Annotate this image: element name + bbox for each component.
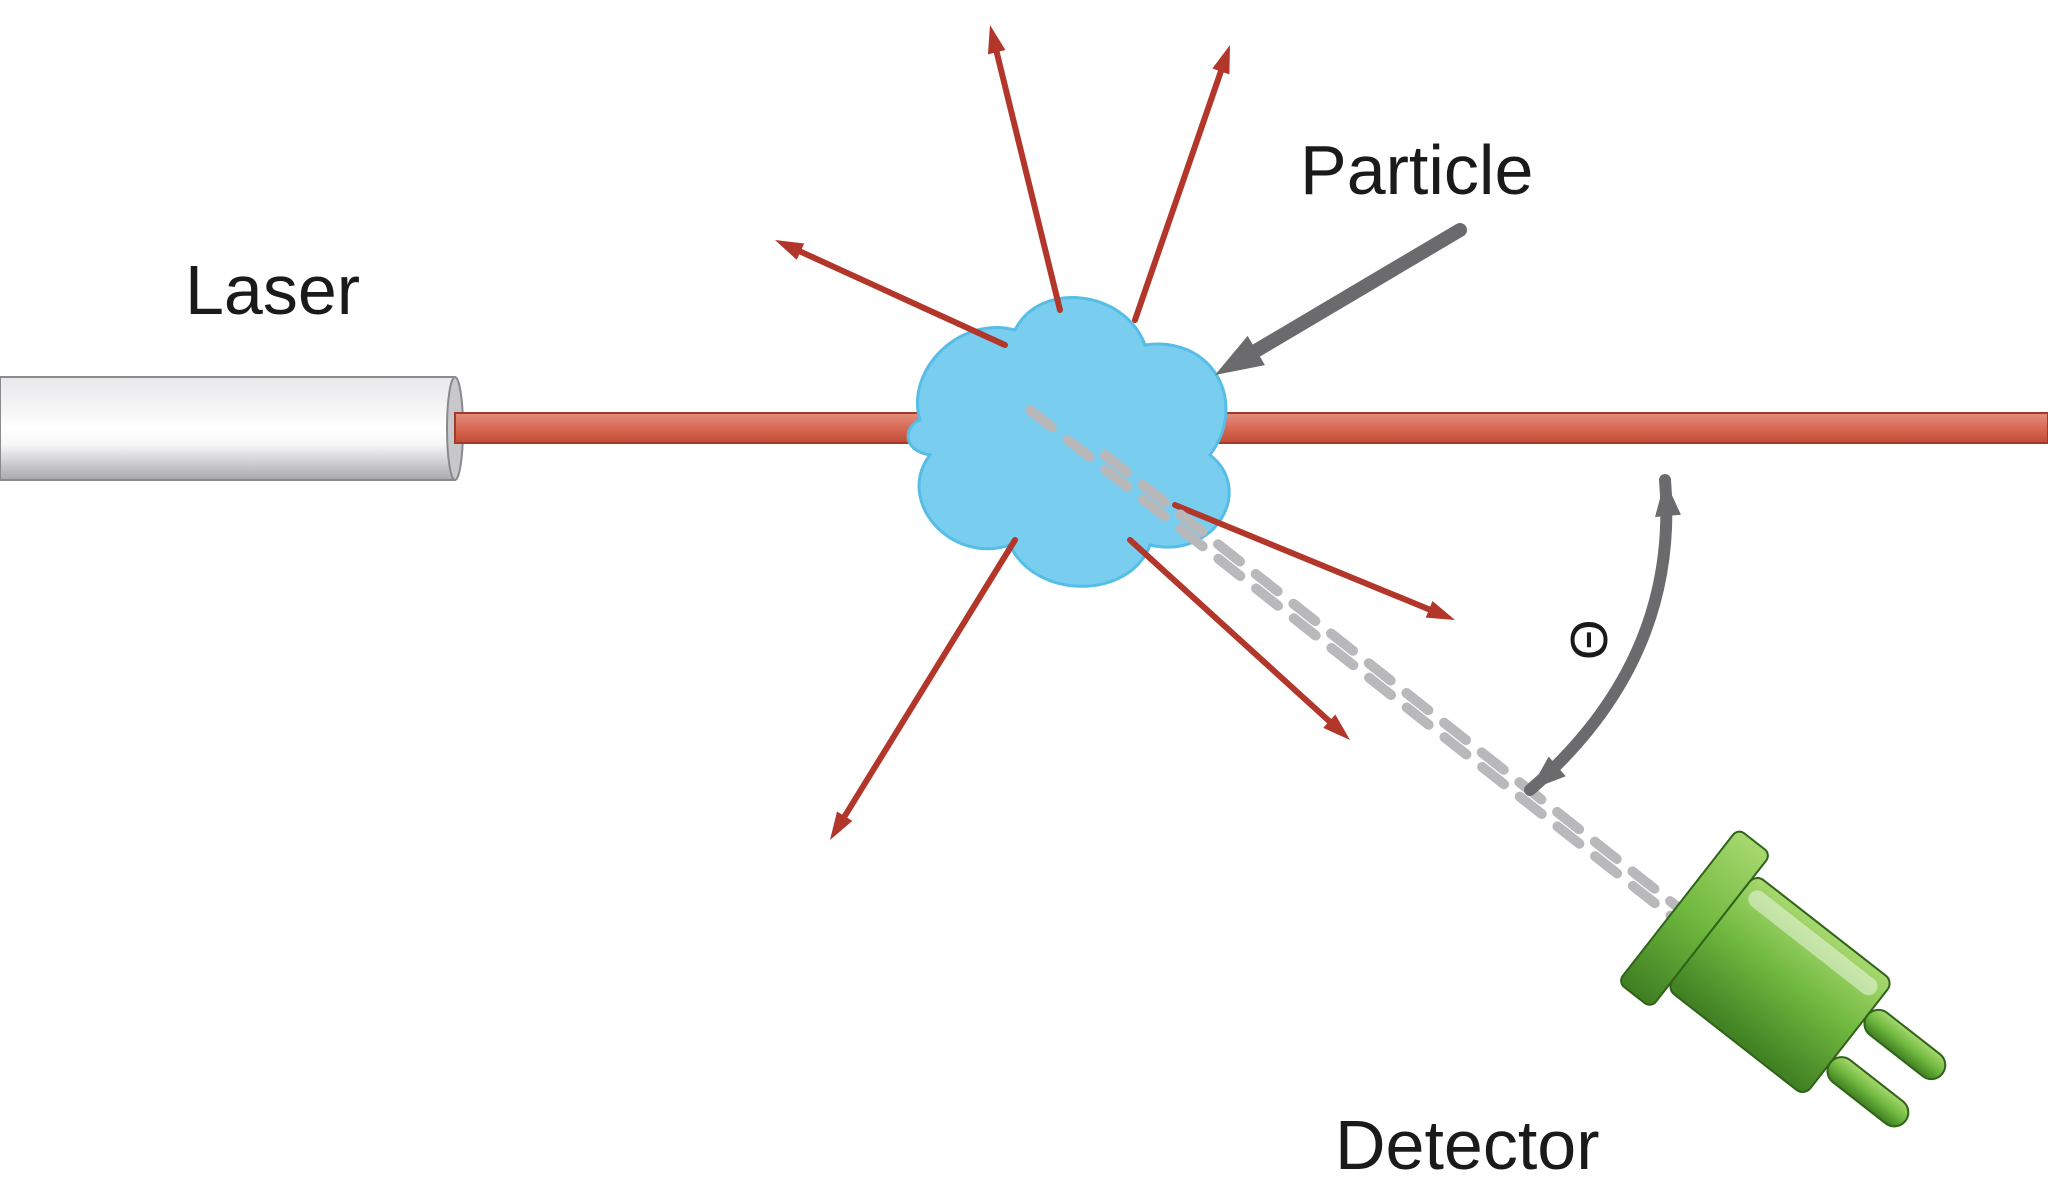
laser-beam: [455, 413, 2048, 443]
theta-label: Θ: [1560, 620, 1620, 660]
arrow: [1135, 45, 1230, 320]
particle-pointer-arrow: [1215, 230, 1460, 375]
particle-label: Particle: [1300, 130, 1533, 210]
arrow: [775, 240, 1005, 345]
laser-label: Laser: [185, 250, 360, 330]
detector-label: Detector: [1335, 1105, 1600, 1185]
detector: [1618, 828, 1984, 1166]
detector-cone-lines: [1030, 410, 1770, 980]
laser-tube: [0, 377, 455, 480]
arrow: [988, 25, 1060, 310]
arrow: [830, 540, 1015, 840]
diagram-canvas: [0, 0, 2048, 1166]
